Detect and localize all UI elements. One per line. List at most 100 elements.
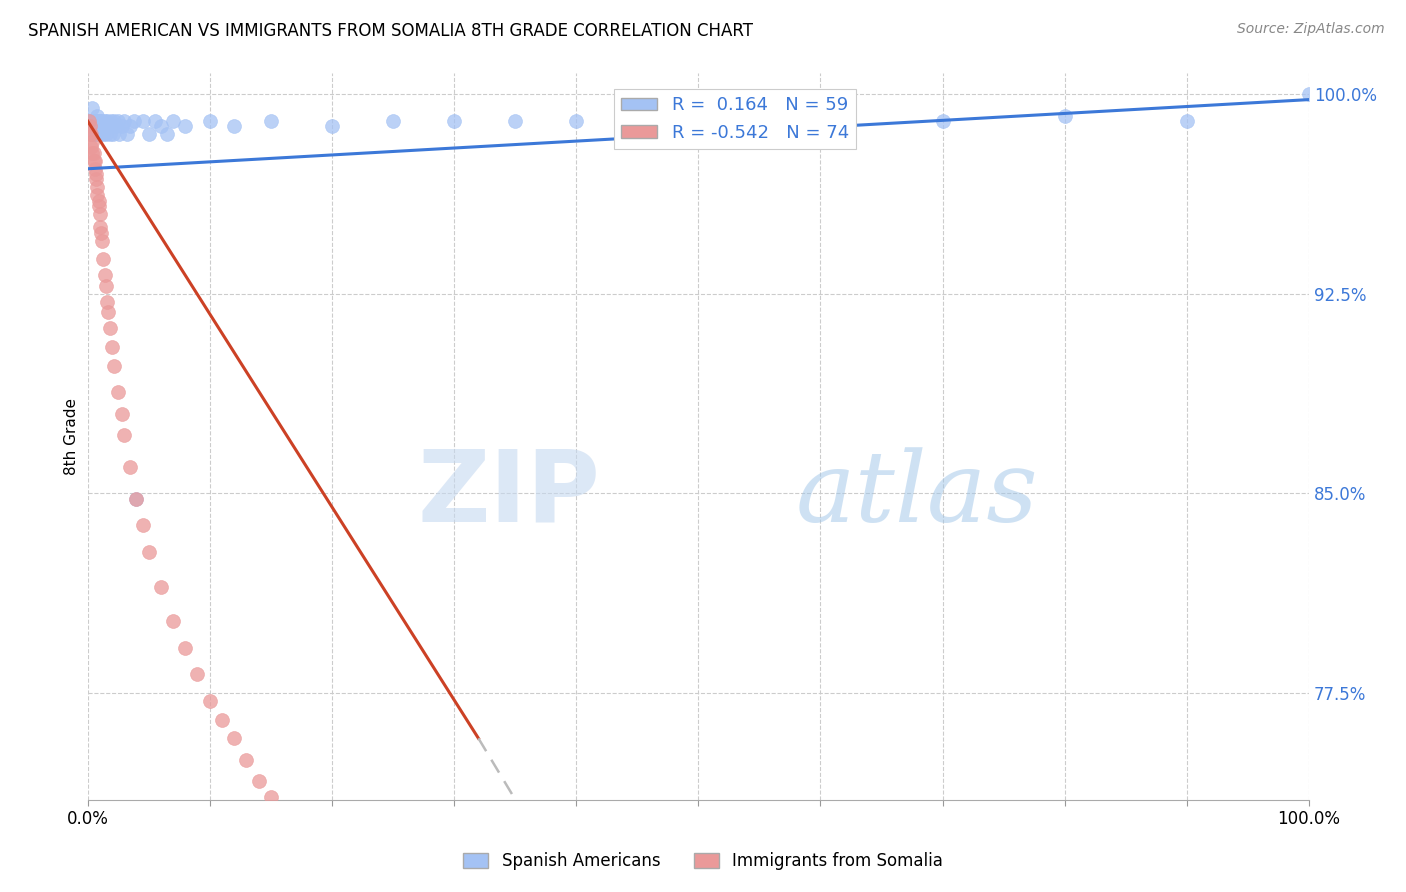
Point bbox=[125, 491, 148, 506]
Point bbox=[84, 167, 107, 181]
Point bbox=[149, 119, 172, 133]
Point bbox=[321, 859, 343, 873]
Point bbox=[688, 109, 710, 123]
Point bbox=[98, 321, 121, 335]
Point bbox=[80, 127, 103, 141]
Point bbox=[96, 114, 118, 128]
Point bbox=[174, 119, 197, 133]
Text: SPANISH AMERICAN VS IMMIGRANTS FROM SOMALIA 8TH GRADE CORRELATION CHART: SPANISH AMERICAN VS IMMIGRANTS FROM SOMA… bbox=[28, 22, 754, 40]
Point bbox=[198, 694, 221, 708]
Point bbox=[381, 114, 404, 128]
Point bbox=[104, 119, 127, 133]
Point bbox=[91, 234, 114, 248]
Point bbox=[131, 114, 153, 128]
Point bbox=[186, 667, 208, 681]
Point bbox=[143, 114, 166, 128]
Point bbox=[1053, 109, 1076, 123]
Point bbox=[80, 140, 103, 154]
Point bbox=[101, 340, 124, 354]
Point bbox=[103, 127, 125, 141]
Point bbox=[111, 119, 134, 133]
Y-axis label: 8th Grade: 8th Grade bbox=[65, 398, 79, 475]
Point bbox=[260, 114, 283, 128]
Point bbox=[93, 252, 115, 267]
Point bbox=[83, 127, 105, 141]
Point bbox=[120, 119, 142, 133]
Point bbox=[344, 880, 367, 892]
Point bbox=[90, 226, 112, 240]
Point bbox=[91, 114, 114, 128]
Point bbox=[1175, 114, 1198, 128]
Point bbox=[87, 199, 110, 213]
Point bbox=[98, 127, 121, 141]
Point bbox=[224, 119, 246, 133]
Point bbox=[84, 119, 107, 133]
Point bbox=[120, 459, 142, 474]
Point bbox=[83, 114, 105, 128]
Point bbox=[122, 114, 145, 128]
Point bbox=[112, 114, 135, 128]
Point bbox=[83, 114, 105, 128]
Point bbox=[89, 127, 111, 141]
Point bbox=[77, 114, 100, 128]
Point bbox=[115, 127, 138, 141]
Point bbox=[103, 114, 125, 128]
Point bbox=[247, 773, 270, 788]
Point bbox=[162, 614, 184, 628]
Point bbox=[810, 114, 832, 128]
Point bbox=[97, 305, 120, 319]
Point bbox=[94, 279, 117, 293]
Point bbox=[86, 188, 108, 202]
Point bbox=[87, 114, 110, 128]
Text: Source: ZipAtlas.com: Source: ZipAtlas.com bbox=[1237, 22, 1385, 37]
Point bbox=[443, 114, 465, 128]
Point bbox=[93, 268, 115, 283]
Point bbox=[138, 545, 160, 559]
Point bbox=[108, 127, 131, 141]
Point bbox=[97, 119, 120, 133]
Point bbox=[96, 294, 118, 309]
Point bbox=[89, 114, 111, 128]
Point bbox=[89, 207, 111, 221]
Point bbox=[82, 135, 104, 149]
Point bbox=[111, 407, 134, 421]
Point bbox=[83, 161, 105, 176]
Point bbox=[93, 114, 115, 128]
Point bbox=[94, 127, 117, 141]
Point bbox=[82, 114, 104, 128]
Point bbox=[82, 145, 104, 160]
Point bbox=[321, 119, 343, 133]
Point bbox=[86, 180, 108, 194]
Point bbox=[93, 127, 115, 141]
Point bbox=[149, 580, 172, 594]
Point bbox=[79, 119, 101, 133]
Point bbox=[83, 153, 105, 168]
Point bbox=[107, 114, 129, 128]
Point bbox=[297, 838, 319, 852]
Point bbox=[77, 114, 100, 128]
Point bbox=[271, 811, 294, 825]
Point bbox=[565, 114, 588, 128]
Point bbox=[103, 359, 125, 373]
Point bbox=[174, 640, 197, 655]
Point bbox=[100, 114, 122, 128]
Point bbox=[87, 194, 110, 208]
Point bbox=[235, 753, 257, 767]
Point bbox=[83, 127, 105, 141]
Point bbox=[156, 127, 179, 141]
Point bbox=[503, 114, 526, 128]
Point bbox=[198, 114, 221, 128]
Point bbox=[80, 127, 103, 141]
Text: ZIP: ZIP bbox=[418, 446, 600, 543]
Point bbox=[86, 109, 108, 123]
Text: atlas: atlas bbox=[796, 447, 1039, 542]
Point bbox=[131, 518, 153, 533]
Point bbox=[84, 114, 107, 128]
Point bbox=[107, 385, 129, 400]
Point bbox=[931, 114, 953, 128]
Point bbox=[83, 145, 105, 160]
Point bbox=[79, 114, 101, 128]
Point bbox=[224, 731, 246, 746]
Legend: R =  0.164   N = 59, R = -0.542   N = 74: R = 0.164 N = 59, R = -0.542 N = 74 bbox=[614, 89, 856, 149]
Point bbox=[1298, 87, 1320, 102]
